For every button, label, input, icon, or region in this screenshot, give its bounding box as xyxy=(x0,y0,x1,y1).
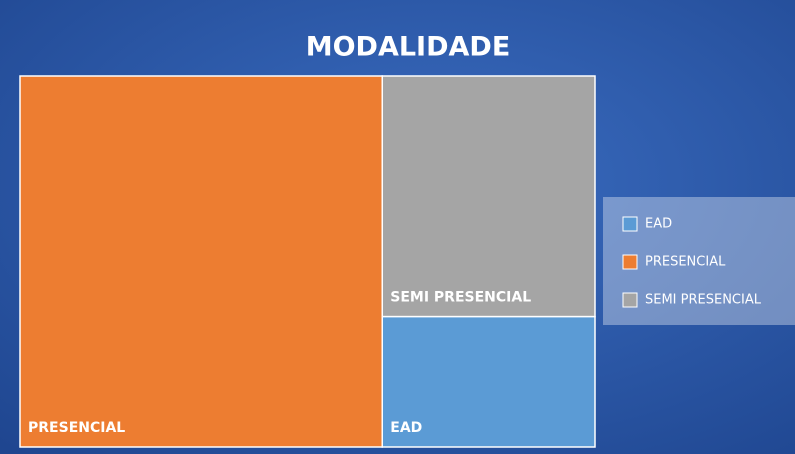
treemap-tile xyxy=(381,75,596,318)
legend-swatch xyxy=(622,216,638,232)
treemap-tile xyxy=(19,75,383,448)
chart-title: MODALIDADE xyxy=(306,32,511,63)
legend-label: SEMI PRESENCIAL xyxy=(645,293,762,308)
legend-label: PRESENCIAL xyxy=(645,255,726,270)
tile-label: EAD xyxy=(390,420,422,436)
legend-swatch xyxy=(622,292,638,308)
legend-label: EAD xyxy=(645,217,672,232)
legend-swatch xyxy=(622,254,638,270)
treemap-tile xyxy=(381,315,596,448)
tile-label: SEMI PRESENCIAL xyxy=(390,290,531,306)
tile-label: PRESENCIAL xyxy=(28,420,125,436)
